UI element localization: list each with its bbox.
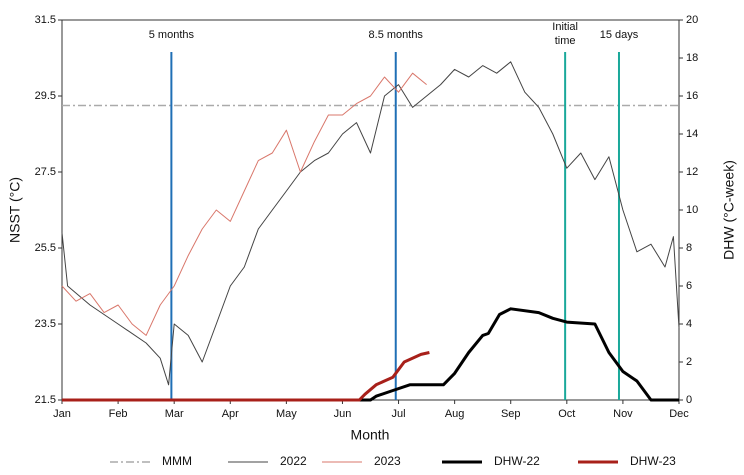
y-tick-label: 27.5 bbox=[35, 166, 56, 178]
y2-tick-label: 10 bbox=[686, 204, 698, 216]
legend-label: 2022 bbox=[280, 454, 307, 468]
y-tick-label: 31.5 bbox=[35, 14, 56, 26]
x-tick-label: Jun bbox=[334, 408, 352, 420]
x-tick-label: Jul bbox=[392, 408, 406, 420]
series-line bbox=[62, 307, 679, 402]
plot-frame bbox=[61, 19, 680, 401]
x-tick-label: May bbox=[276, 408, 297, 420]
y-tick-label: 25.5 bbox=[35, 242, 56, 254]
x-tick-label: Aug bbox=[445, 408, 465, 420]
x-tick-label: Nov bbox=[613, 408, 633, 420]
y2-tick-label: 16 bbox=[686, 90, 698, 102]
x-tick-label: Oct bbox=[558, 408, 575, 420]
y2-tick-label: 18 bbox=[686, 52, 698, 64]
x-tick-label: Jan bbox=[53, 408, 71, 420]
x-tick-label: Mar bbox=[165, 408, 184, 420]
series-line bbox=[61, 72, 427, 336]
y-tick-label: 29.5 bbox=[35, 90, 56, 102]
x-tick-label: Feb bbox=[109, 408, 128, 420]
y2-tick-label: 4 bbox=[686, 318, 692, 330]
y2-tick-label: 14 bbox=[686, 128, 698, 140]
x-tick-label: Dec bbox=[669, 408, 689, 420]
x-tick-label: Sep bbox=[501, 408, 521, 420]
y-tick-label: 21.5 bbox=[35, 394, 56, 406]
legend-label: MMM bbox=[162, 454, 192, 468]
y2-tick-label: 20 bbox=[686, 14, 698, 26]
annotation-label: Initial time bbox=[552, 21, 578, 47]
annotation-label: 8.5 months bbox=[369, 29, 424, 41]
y2-tick-label: 0 bbox=[686, 394, 692, 406]
legend-label: 2023 bbox=[374, 454, 401, 468]
annotation-label-line: time bbox=[555, 35, 576, 47]
legend-label: DHW-22 bbox=[494, 454, 540, 468]
x-axis-title: Month bbox=[351, 427, 390, 443]
x-tick-label: Apr bbox=[222, 408, 239, 420]
y2-tick-label: 12 bbox=[686, 166, 698, 178]
y-tick-label: 23.5 bbox=[35, 318, 56, 330]
y2-axis-title: DHW (°C-week) bbox=[721, 160, 737, 260]
annotation-label: 5 months bbox=[149, 29, 195, 41]
y-axis-title: NSST (°C) bbox=[7, 177, 23, 243]
legend-label: DHW-23 bbox=[630, 454, 676, 468]
series-line bbox=[61, 61, 680, 386]
y2-tick-label: 2 bbox=[686, 356, 692, 368]
series-line bbox=[62, 351, 430, 402]
y2-tick-label: 8 bbox=[686, 242, 692, 254]
y2-tick-label: 6 bbox=[686, 280, 692, 292]
annotation-label: 15 days bbox=[600, 29, 639, 41]
annotation-label-line: Initial bbox=[552, 21, 578, 33]
